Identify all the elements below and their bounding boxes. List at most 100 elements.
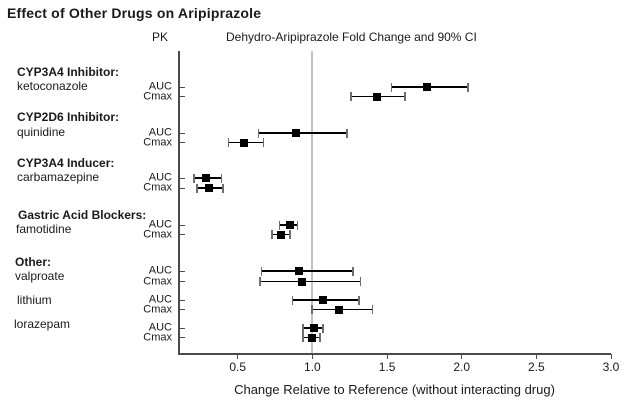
chart-title: Effect of Other Drugs on Aripiprazole bbox=[7, 5, 262, 21]
ci-cap-left bbox=[193, 173, 195, 183]
ci-cap-right bbox=[296, 220, 299, 230]
ci-cap-right bbox=[346, 128, 348, 138]
ci-bar bbox=[261, 270, 353, 272]
ci-cap-left bbox=[291, 295, 294, 305]
point-estimate-marker bbox=[309, 324, 318, 332]
pk-row-label: Cmax bbox=[143, 228, 172, 240]
point-estimate-marker bbox=[335, 305, 344, 314]
point-estimate-marker bbox=[372, 92, 381, 101]
ci-cap-right bbox=[322, 323, 324, 333]
ci-cap-right bbox=[289, 230, 291, 239]
group-header: Other: bbox=[15, 255, 51, 269]
ci-cap-left bbox=[311, 305, 313, 314]
point-estimate-marker bbox=[277, 230, 286, 239]
ci-cap-left bbox=[196, 183, 198, 193]
axis-row-tick bbox=[179, 187, 185, 189]
pk-row-label: AUC bbox=[148, 218, 172, 231]
pk-row-label: AUC bbox=[148, 293, 172, 306]
ci-bar bbox=[260, 280, 361, 283]
ci-cap-left bbox=[350, 92, 352, 101]
plot-header: Dehydro-Aripiprazole Fold Change and 90%… bbox=[226, 30, 477, 44]
axis-row-tick bbox=[179, 177, 185, 179]
pk-row-label: Cmax bbox=[143, 90, 172, 102]
point-estimate-marker bbox=[285, 221, 294, 229]
pk-row-label: AUC bbox=[148, 321, 172, 334]
point-estimate-marker bbox=[297, 277, 306, 286]
pk-row-label: AUC bbox=[148, 80, 172, 93]
x-axis-tick bbox=[237, 354, 239, 359]
x-axis-line bbox=[178, 353, 611, 355]
axis-row-tick bbox=[179, 337, 185, 338]
group-header: CYP3A4 Inhibitor: bbox=[17, 65, 120, 79]
x-axis-tick-label: 1.0 bbox=[304, 360, 321, 374]
axis-row-tick bbox=[179, 270, 185, 272]
x-axis-title: Change Relative to Reference (without in… bbox=[234, 382, 555, 397]
axis-row-tick bbox=[179, 281, 185, 282]
point-estimate-marker bbox=[308, 333, 317, 342]
ci-cap-right bbox=[220, 173, 223, 183]
x-axis-tick-label: 2.0 bbox=[453, 360, 471, 374]
axis-row-tick bbox=[179, 132, 185, 134]
ci-cap-left bbox=[390, 82, 392, 92]
pk-row-label: Cmax bbox=[143, 275, 172, 287]
point-estimate-marker bbox=[294, 267, 303, 275]
x-axis-tick bbox=[461, 354, 463, 359]
ci-cap-left bbox=[257, 128, 260, 138]
ci-cap-left bbox=[302, 333, 304, 342]
ci-cap-right bbox=[262, 138, 265, 147]
drug-label: carbamazepine bbox=[17, 170, 100, 184]
ci-cap-right bbox=[352, 266, 354, 276]
ci-cap-left bbox=[302, 323, 304, 333]
x-axis-tick bbox=[610, 354, 612, 359]
point-estimate-marker bbox=[423, 83, 432, 91]
drug-label: quinidine bbox=[17, 125, 66, 139]
ci-cap-right bbox=[359, 277, 362, 286]
axis-row-tick bbox=[179, 86, 185, 88]
ci-bar bbox=[258, 132, 347, 134]
x-axis-tick-label: 3.0 bbox=[602, 360, 620, 374]
ci-cap-right bbox=[319, 333, 321, 342]
axis-row-tick bbox=[179, 96, 185, 97]
ci-cap-left bbox=[260, 266, 263, 276]
group-header: Gastric Acid Blockers: bbox=[18, 208, 147, 222]
point-estimate-marker bbox=[318, 296, 327, 304]
y-axis-line bbox=[178, 51, 180, 354]
point-estimate-marker bbox=[202, 174, 211, 182]
x-axis-tick-label: 2.5 bbox=[528, 360, 545, 374]
axis-row-tick bbox=[179, 224, 185, 226]
pk-row-label: Cmax bbox=[143, 136, 172, 148]
drug-label: lithium bbox=[17, 293, 52, 307]
ci-cap-right bbox=[404, 92, 406, 101]
ci-cap-right bbox=[358, 295, 360, 305]
ci-cap-left bbox=[271, 230, 273, 239]
ci-cap-left bbox=[259, 277, 261, 286]
group-header: CYP3A4 Inducer: bbox=[17, 156, 115, 170]
point-estimate-marker bbox=[205, 184, 214, 192]
pk-row-label: Cmax bbox=[143, 181, 172, 194]
point-estimate-marker bbox=[239, 138, 248, 147]
x-axis-tick bbox=[386, 354, 388, 359]
x-axis-tick bbox=[535, 354, 537, 359]
drug-label: ketoconazole bbox=[17, 79, 88, 93]
x-axis-tick-label: 1.5 bbox=[378, 360, 396, 374]
axis-row-tick bbox=[179, 234, 185, 235]
group-header: CYP2D6 Inhibitor: bbox=[17, 110, 120, 124]
axis-row-tick bbox=[179, 309, 185, 310]
pk-row-label: Cmax bbox=[143, 303, 172, 315]
pk-row-label: Cmax bbox=[143, 331, 172, 343]
x-axis-tick-label: 0.5 bbox=[229, 360, 247, 374]
x-axis-tick bbox=[311, 354, 313, 359]
ci-cap-left bbox=[278, 220, 281, 230]
pk-row-label: AUC bbox=[148, 264, 172, 277]
ci-cap-right bbox=[371, 305, 374, 314]
pk-column-header: PK bbox=[152, 30, 169, 44]
ci-cap-right bbox=[222, 183, 224, 193]
point-estimate-marker bbox=[291, 129, 300, 137]
drug-label: famotidine bbox=[16, 222, 72, 236]
drug-label: lorazepam bbox=[14, 317, 71, 331]
drug-label: valproate bbox=[15, 269, 65, 283]
pk-row-label: AUC bbox=[148, 171, 172, 184]
pk-row-label: AUC bbox=[148, 126, 172, 139]
reference-line bbox=[311, 51, 314, 353]
